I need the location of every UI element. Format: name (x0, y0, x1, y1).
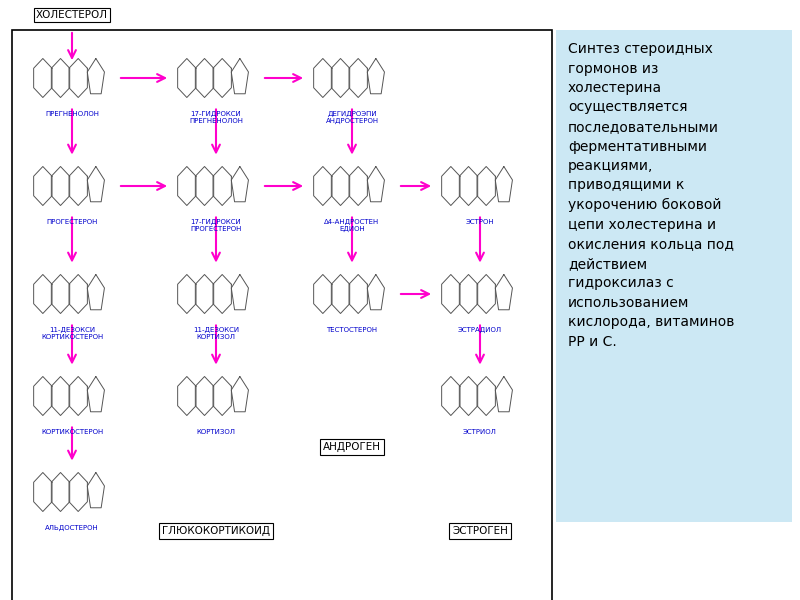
Text: Синтез стероидных
гормонов из
холестерина
осуществляется
последовательными
ферме: Синтез стероидных гормонов из холестерин… (568, 42, 734, 349)
Text: КОРТИКОСТЕРОН: КОРТИКОСТЕРОН (41, 429, 103, 435)
FancyBboxPatch shape (12, 30, 552, 600)
Text: АЛЬДОСТЕРОН: АЛЬДОСТЕРОН (45, 525, 99, 531)
Text: КОРТИЗОЛ: КОРТИЗОЛ (197, 429, 235, 435)
Text: Δ4-АНДРОСТЕН
ЕДИОН: Δ4-АНДРОСТЕН ЕДИОН (324, 219, 380, 232)
Text: ЭСТРАДИОЛ: ЭСТРАДИОЛ (458, 327, 502, 333)
Text: ПРЕГНЕНОЛОН: ПРЕГНЕНОЛОН (45, 111, 99, 117)
Text: 17-ГИДРОКСИ
ПРЕГНЕНОЛОН: 17-ГИДРОКСИ ПРЕГНЕНОЛОН (189, 111, 243, 124)
Text: ГЛЮКОКОРТИКОИД: ГЛЮКОКОРТИКОИД (162, 526, 270, 536)
Text: ТЕСТОСТЕРОН: ТЕСТОСТЕРОН (326, 327, 378, 333)
Text: ЭСТРИОЛ: ЭСТРИОЛ (463, 429, 497, 435)
Text: ЭСТРОН: ЭСТРОН (466, 219, 494, 225)
Text: АНДРОГЕН: АНДРОГЕН (323, 442, 381, 452)
Text: 17-ГИДРОКСИ
ПРОГЕСТЕРОН: 17-ГИДРОКСИ ПРОГЕСТЕРОН (190, 219, 242, 232)
Text: ДЕГИДРОЭПИ
АНДРОСТЕРОН: ДЕГИДРОЭПИ АНДРОСТЕРОН (326, 111, 378, 124)
Text: 11-ДЕЗОКСИ
КОРТИЗОЛ: 11-ДЕЗОКСИ КОРТИЗОЛ (193, 327, 239, 340)
FancyBboxPatch shape (556, 30, 792, 522)
Text: ПРОГЕСТЕРОН: ПРОГЕСТЕРОН (46, 219, 98, 225)
Text: ХОЛЕСТЕРОЛ: ХОЛЕСТЕРОЛ (36, 10, 108, 20)
Text: 11-ДЕЗОКСИ
КОРТИКОСТЕРОН: 11-ДЕЗОКСИ КОРТИКОСТЕРОН (41, 327, 103, 340)
Text: ЭСТРОГЕН: ЭСТРОГЕН (452, 526, 508, 536)
